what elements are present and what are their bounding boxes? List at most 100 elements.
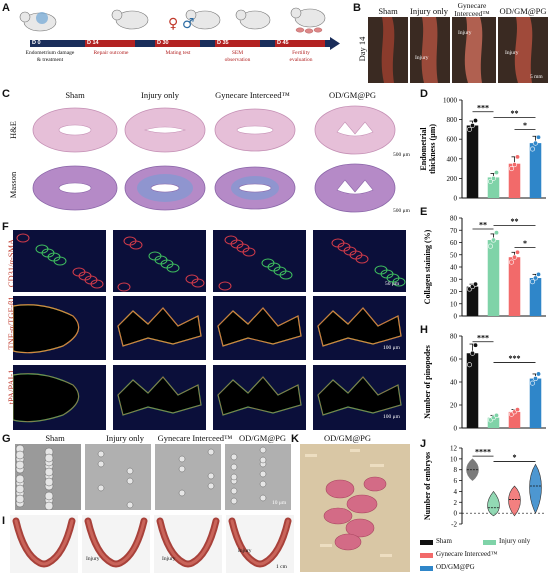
timeline-panel: ♀ ♂ D 0 D 14 D 30 D 35 D 45 Endometrium … [10,0,350,84]
chartD-ytick-label-2: 400 [447,155,458,163]
c-title-od: OD/GM@PG [328,90,377,100]
chartE-sig-label-1: ** [511,217,519,226]
chartD-ytick-label-5: 1000 [443,97,458,105]
milestone-d0: D 0 [30,40,70,47]
chartD-point-0-1 [469,122,475,128]
svg-text:♂: ♂ [182,16,195,32]
panel-label-e: E [420,206,428,218]
f-fluorescence-grid [13,230,408,430]
f-image-r3-c4 [313,365,406,430]
panel-label-c: C [2,88,10,100]
k-pups-photo [300,444,410,572]
c-title-sham: Sham [65,90,85,100]
legend-swatch-injury [483,540,496,545]
panel-label-a: A [2,2,10,14]
legend-label-od: OD/GM@PG [436,563,475,571]
chartH-point-0-0 [466,362,472,368]
chartH-point-3-1 [533,376,539,382]
chartE-point-1-1 [491,237,497,243]
i-injury-label-1: Injury [86,556,100,562]
chartD-ytick-label-1: 200 [447,175,458,183]
chartJ-violin-3 [529,463,542,514]
chartH-ytick-label-3: 60 [450,356,458,364]
chartJ-violin-0 [466,458,479,481]
chart-d-endometrial-thickness: 0 200 400 600 800 1000 Endometrialthickness (μ… [419,97,546,203]
legend-label-injury: Injury only [499,537,531,545]
chartH-sig-label-0: *** [477,333,489,342]
i-scale: 1 cm [276,564,287,570]
chartD-sig-label-2: * [523,121,527,130]
f-image-r1-c3 [213,230,306,292]
c-scale-he: 500 μm [393,152,410,158]
panel-label-b: B [353,2,361,14]
chartE-point-2-2 [515,249,521,255]
chartD-point-3-2 [536,134,542,140]
chartD-sig-label-1: ** [511,109,519,118]
chartD-sig-label-0: *** [477,103,489,112]
b-photo-gyne [452,17,496,83]
chartE-ytick-label-4: 40 [450,264,458,272]
chartE-ytick-label-2: 20 [450,288,458,296]
g-title-gyne: Gynecare Interceed™ [157,433,233,443]
chartJ-ytick-label-6: 10 [450,455,458,463]
b-injury-label-1: Injury [415,55,429,61]
chartH-bar-0 [466,353,479,428]
f-image-r3-c1 [13,365,106,430]
chartD-ytick-label-0: 0 [454,195,458,203]
panel-label-i: I [2,515,6,527]
chartE-ytick-label-5: 50 [450,251,458,259]
chartE-bar-1 [487,240,500,316]
chartH-bar-1 [487,417,500,428]
chartE-ytick-label-1: 10 [450,300,458,308]
chartD-bar-2 [508,163,521,198]
panel-label-j: J [420,438,427,450]
chartD-bar-0 [466,125,479,198]
chartH-ytick-label-0: 0 [454,425,458,433]
f-image-r3-c2 [113,365,206,430]
chartE-ytick-label-0: 0 [454,313,458,321]
chartE-point-2-1 [512,254,518,260]
chartE-point-3-0 [530,279,536,285]
f-image-r1-c4 [313,230,406,292]
milestone-caption-d14: Repair outcome [93,50,129,56]
legend-label-gyne: Gynecare Interceed™ [436,550,498,558]
milestone-caption-d30: Mating test [165,50,191,56]
c-scale-masson: 500 μm [393,208,410,214]
g-scale: 10 μm [272,500,287,506]
panel-label-g: G [2,433,11,445]
i-uterus-photo-1 [10,515,78,573]
chartE-point-1-2 [494,230,500,236]
chartD-ytick-label-3: 600 [447,136,458,144]
b-day-label: Day 14 [357,36,367,62]
chartJ-ytick-label-0: -2 [451,521,457,529]
f-image-r2-c3 [213,296,306,360]
c-histology-images [32,105,396,213]
g-sem-image-1 [15,444,81,510]
chartH-ytick-label-4: 80 [450,333,458,341]
chartE-bar-2 [508,257,521,316]
chartD-point-1-1 [491,175,497,181]
g-sem-grid [15,444,291,510]
chartD-ytick-label-4: 800 [447,116,458,124]
panel-label-k: K [291,433,299,445]
chartH-ylabel: Number of pinopodes [423,345,432,419]
chartE-point-0-2 [472,281,478,287]
chartH-point-0-2 [472,342,478,348]
chartD-point-2-0 [509,166,515,172]
c-row-he: H&E [8,121,18,139]
chartD-point-1-2 [494,170,500,176]
chartE-ylabel: Collagen staining (%) [423,229,432,304]
g-sem-image-3 [155,444,221,510]
c-title-injury: Injury only [140,90,179,100]
milestone-caption-d35: SEM observation [224,50,251,63]
g-title-injury: Injury only [105,433,144,443]
chartD-point-0-0 [466,126,472,132]
f-image-r1-c2 [113,230,206,292]
chartJ-ylabel: Number of embryos [423,452,432,520]
panel-label-f: F [2,221,9,233]
milestone-d35: D 35 [215,40,260,47]
chartJ-violin-1 [487,490,500,517]
chartD-point-2-1 [512,162,518,168]
chartE-ytick-label-8: 80 [450,215,458,223]
